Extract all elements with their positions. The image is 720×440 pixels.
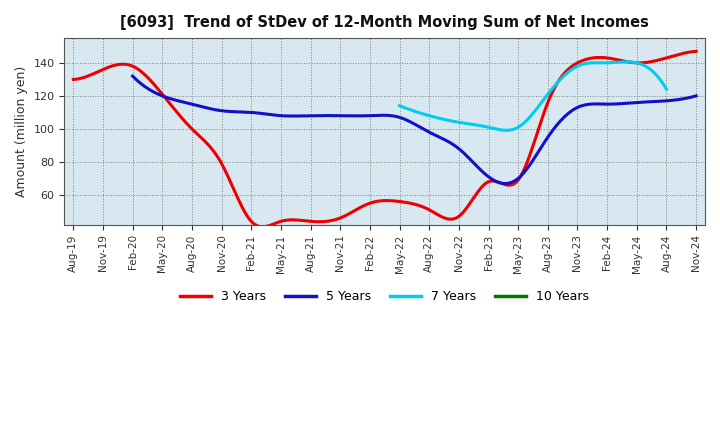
Y-axis label: Amount (million yen): Amount (million yen) — [15, 66, 28, 197]
Legend: 3 Years, 5 Years, 7 Years, 10 Years: 3 Years, 5 Years, 7 Years, 10 Years — [175, 285, 595, 308]
Title: [6093]  Trend of StDev of 12-Month Moving Sum of Net Incomes: [6093] Trend of StDev of 12-Month Moving… — [120, 15, 649, 30]
